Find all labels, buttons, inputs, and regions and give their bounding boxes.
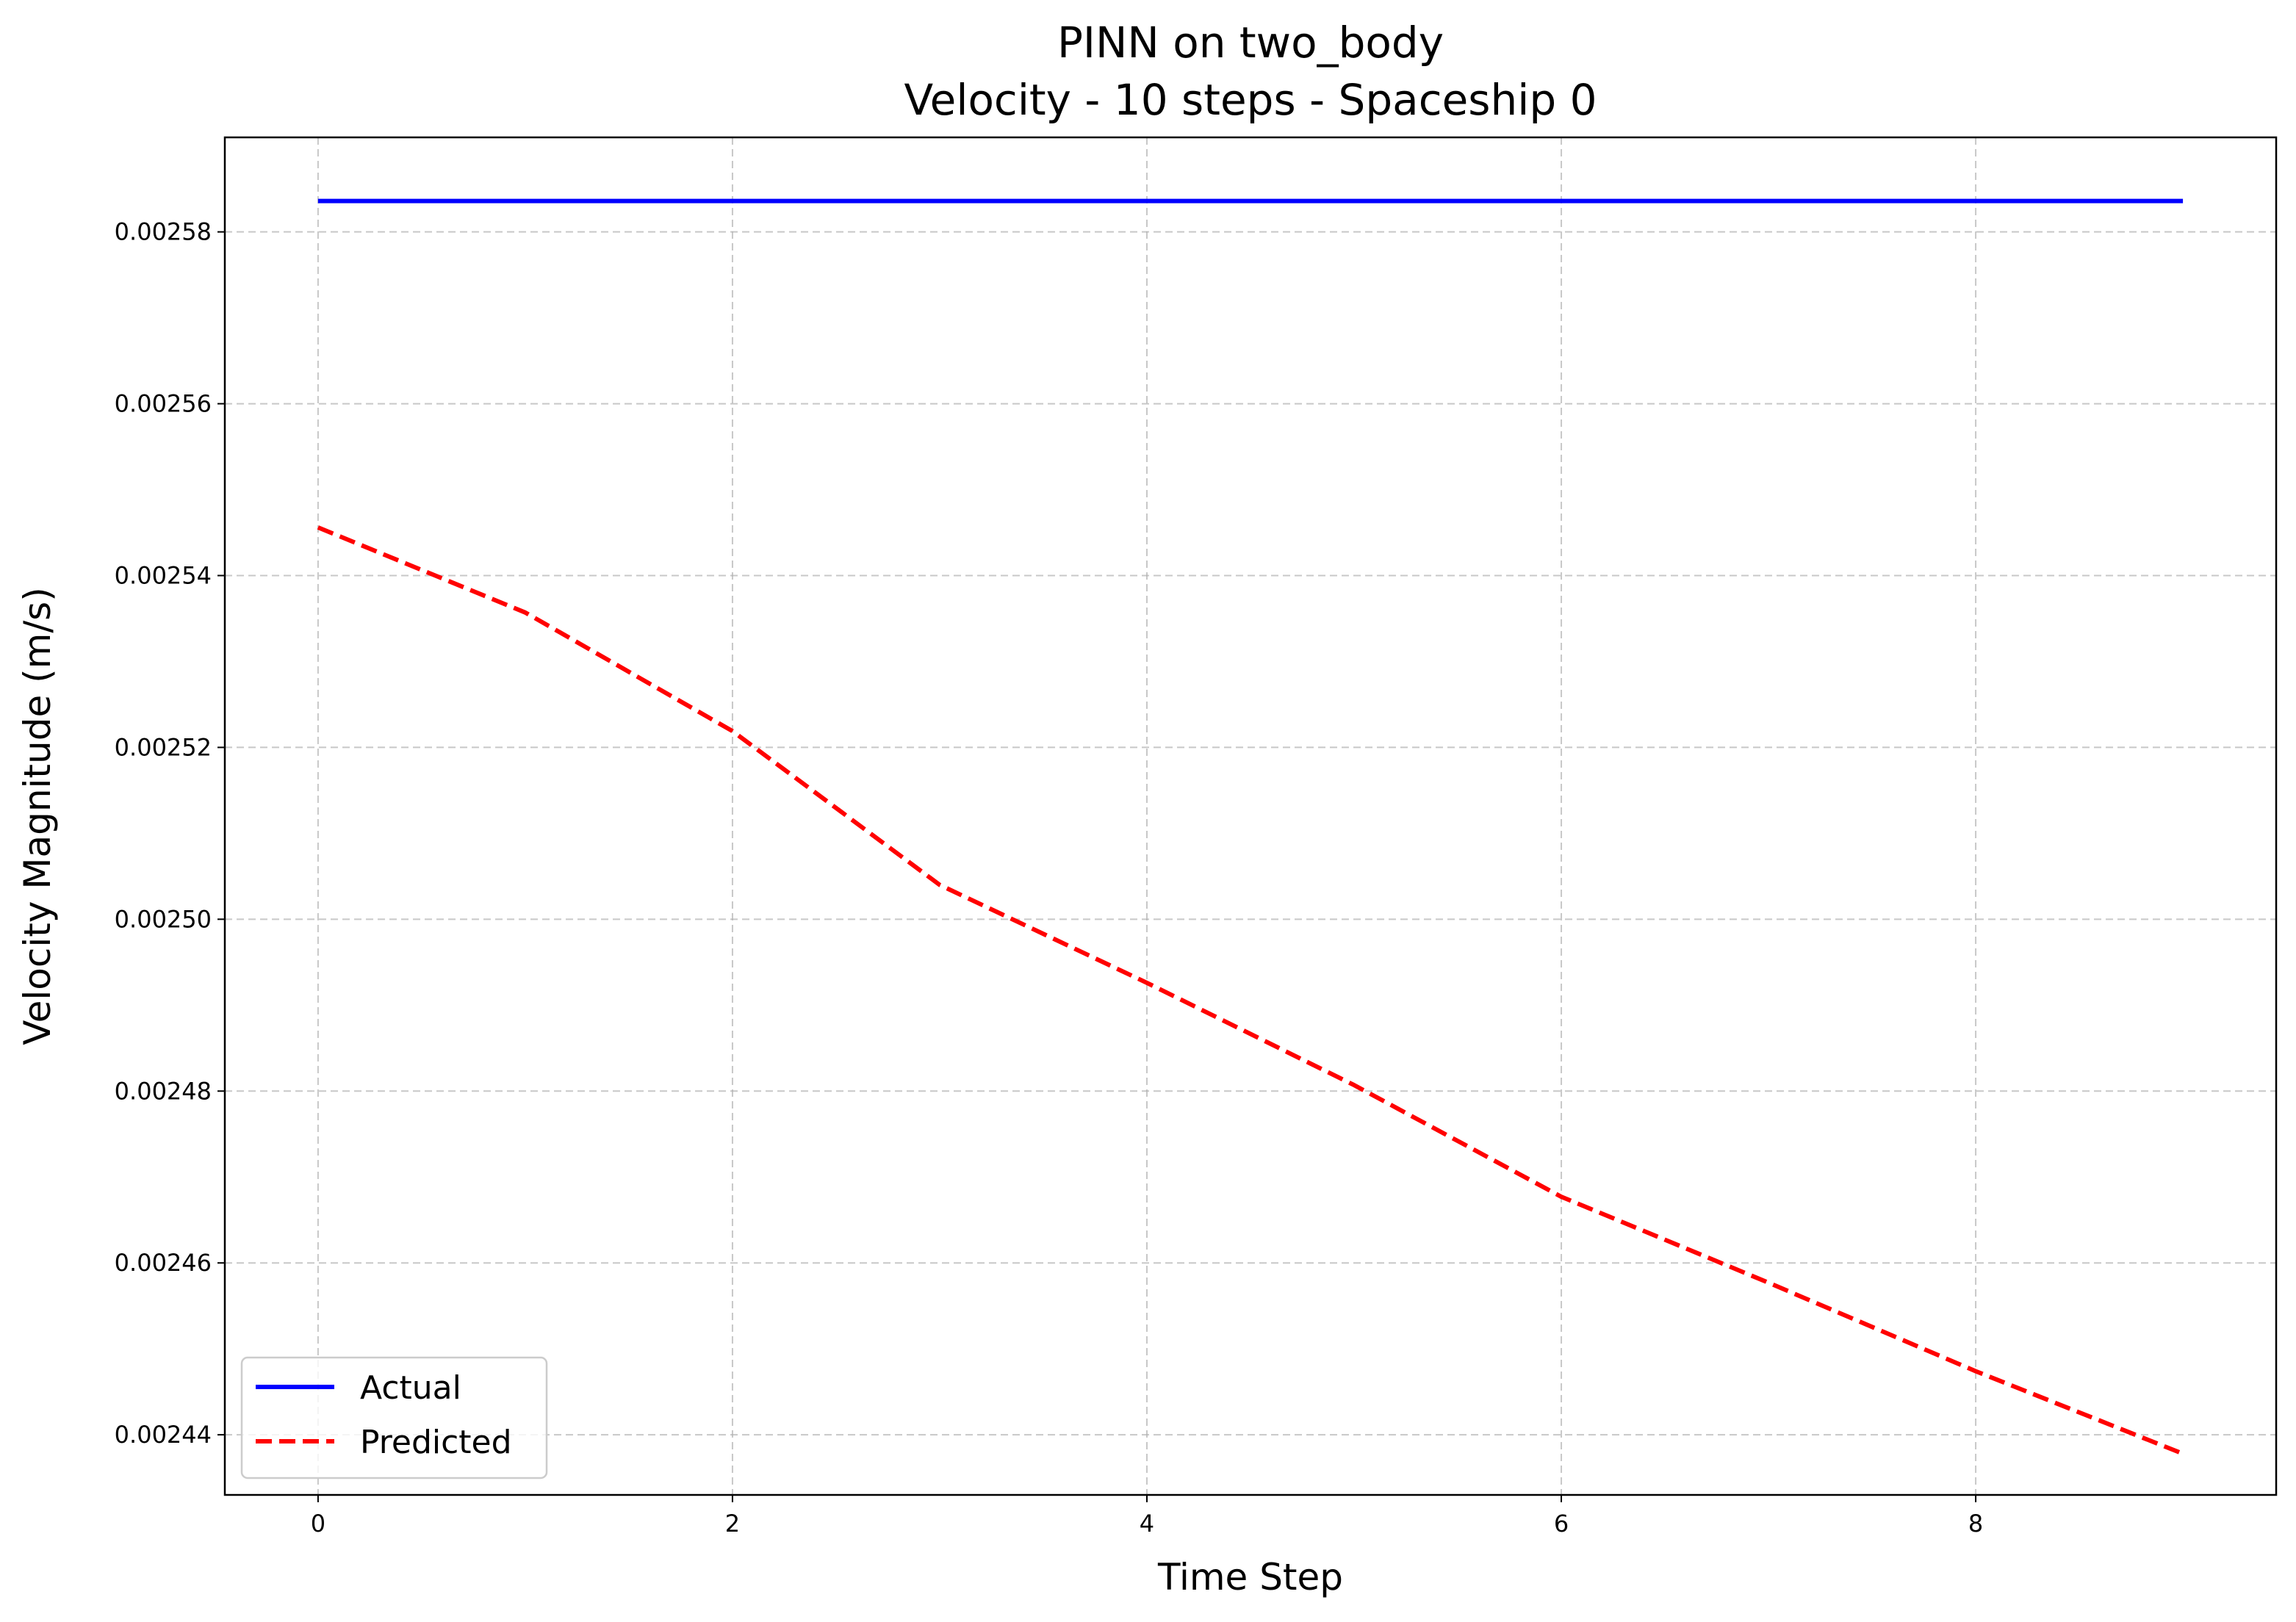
x-tick-label: 2 [725, 1510, 740, 1538]
x-axis-label: Time Step [1157, 1556, 1343, 1598]
legend-label-actual: Actual [360, 1369, 461, 1407]
grid [225, 137, 2276, 1495]
y-tick-label: 0.00258 [115, 218, 212, 246]
y-tick-label: 0.00252 [115, 733, 212, 761]
y-tick-label: 0.00254 [115, 562, 212, 590]
x-tick-label: 4 [1140, 1510, 1154, 1538]
chart-title: PINN on two_body [1057, 18, 1444, 68]
y-axis-ticks: 0.00244 0.00246 0.00248 0.00250 0.00252 0.002… [115, 218, 225, 1449]
y-axis-label: Velocity Magnitude (m/s) [16, 587, 59, 1045]
x-axis-ticks: 0 2 4 6 8 [311, 1495, 1983, 1538]
chart-subtitle: Velocity - 10 steps - Spaceship 0 [904, 75, 1597, 125]
x-tick-label: 8 [1968, 1510, 1983, 1538]
y-tick-label: 0.00248 [115, 1077, 212, 1105]
legend: Actual Predicted [240, 1356, 548, 1479]
y-tick-label: 0.00256 [115, 390, 212, 418]
plot-area-frame [223, 136, 2278, 1496]
y-tick-label: 0.00250 [115, 905, 212, 933]
y-tick-label: 0.00246 [115, 1249, 212, 1277]
legend-label-predicted: Predicted [360, 1424, 512, 1461]
plot-series [317, 198, 2184, 1456]
x-tick-label: 6 [1554, 1510, 1569, 1538]
y-tick-label: 0.00244 [115, 1421, 212, 1449]
x-tick-label: 0 [311, 1510, 325, 1538]
series-line-predicted [317, 525, 2184, 1456]
